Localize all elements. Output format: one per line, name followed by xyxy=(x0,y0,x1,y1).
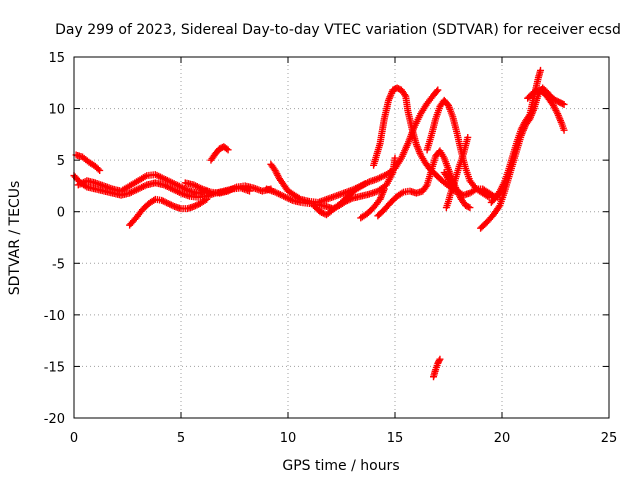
data-point xyxy=(316,208,324,216)
x-axis-label: GPS time / hours xyxy=(282,458,399,474)
data-point xyxy=(224,146,232,154)
series-arc-14 xyxy=(430,355,444,381)
x-tick-label: 15 xyxy=(387,431,404,446)
data-point xyxy=(433,87,441,95)
series-arc-2 xyxy=(72,151,104,174)
data-point xyxy=(245,187,253,195)
series-arc-16 xyxy=(442,133,472,212)
data-point xyxy=(159,197,167,205)
data-point xyxy=(169,202,177,210)
y-tick-label: -10 xyxy=(44,309,65,324)
x-tick-label: 5 xyxy=(177,431,185,446)
data-point xyxy=(94,165,102,173)
data-point xyxy=(167,201,175,209)
y-tick-label: -20 xyxy=(44,412,65,427)
y-tick-label: -15 xyxy=(44,360,65,375)
data-point xyxy=(525,112,533,120)
data-point xyxy=(560,100,568,108)
x-axis-ticks: 0 5 10 15 20 25 xyxy=(70,57,617,446)
plot-frame xyxy=(73,56,610,419)
data-points xyxy=(70,66,568,381)
series-arc-19 xyxy=(524,86,568,134)
x-tick-label: 25 xyxy=(601,431,618,446)
data-point xyxy=(166,200,174,208)
series-arc-4 xyxy=(126,195,211,229)
y-tick-label: 5 xyxy=(57,154,65,169)
series-arc-15 xyxy=(440,169,504,201)
data-point xyxy=(398,189,406,197)
y-tick-label: 15 xyxy=(48,51,65,66)
data-point xyxy=(193,201,201,209)
data-point xyxy=(163,199,171,207)
y-tick-label: -5 xyxy=(52,257,65,272)
series-arc-9 xyxy=(310,180,369,219)
data-point xyxy=(161,198,169,206)
y-axis-label: SDTVAR / TECUs xyxy=(7,181,23,296)
data-point xyxy=(391,154,399,162)
data-point xyxy=(223,145,231,153)
series-arc-5 xyxy=(207,143,232,164)
data-point xyxy=(436,355,444,363)
y-axis-ticks: -20 -15 -10 -5 0 5 10 15 xyxy=(44,51,609,427)
x-tick-label: 10 xyxy=(280,431,297,446)
y-tick-label: 0 xyxy=(57,206,65,221)
data-point xyxy=(537,66,545,74)
data-point xyxy=(158,196,166,204)
data-point xyxy=(201,196,209,204)
data-point xyxy=(164,199,172,207)
series-arc-3 xyxy=(74,171,211,197)
data-point xyxy=(318,208,326,216)
x-tick-label: 0 xyxy=(70,431,78,446)
data-point xyxy=(495,203,503,211)
y-tick-label: 10 xyxy=(48,103,65,118)
data-point xyxy=(434,86,442,94)
data-point xyxy=(560,126,568,134)
grid-lines xyxy=(74,57,609,418)
series-arc-11 xyxy=(370,84,459,195)
data-point xyxy=(401,91,409,99)
data-point xyxy=(361,180,369,188)
data-point xyxy=(442,204,450,212)
chart-title: Day 299 of 2023, Sidereal Day-to-day VTE… xyxy=(55,22,621,38)
series-arc-18 xyxy=(487,66,545,206)
x-tick-label: 20 xyxy=(494,431,511,446)
series-arc-10 xyxy=(357,185,388,222)
data-point xyxy=(203,195,211,203)
data-point xyxy=(471,186,479,194)
data-point xyxy=(380,185,388,193)
series-arc-13 xyxy=(423,96,506,201)
data-point xyxy=(96,166,104,174)
data-point xyxy=(190,203,198,211)
data-point xyxy=(422,182,430,190)
data-point xyxy=(191,202,199,210)
data-point xyxy=(435,357,443,365)
data-point xyxy=(466,204,474,212)
